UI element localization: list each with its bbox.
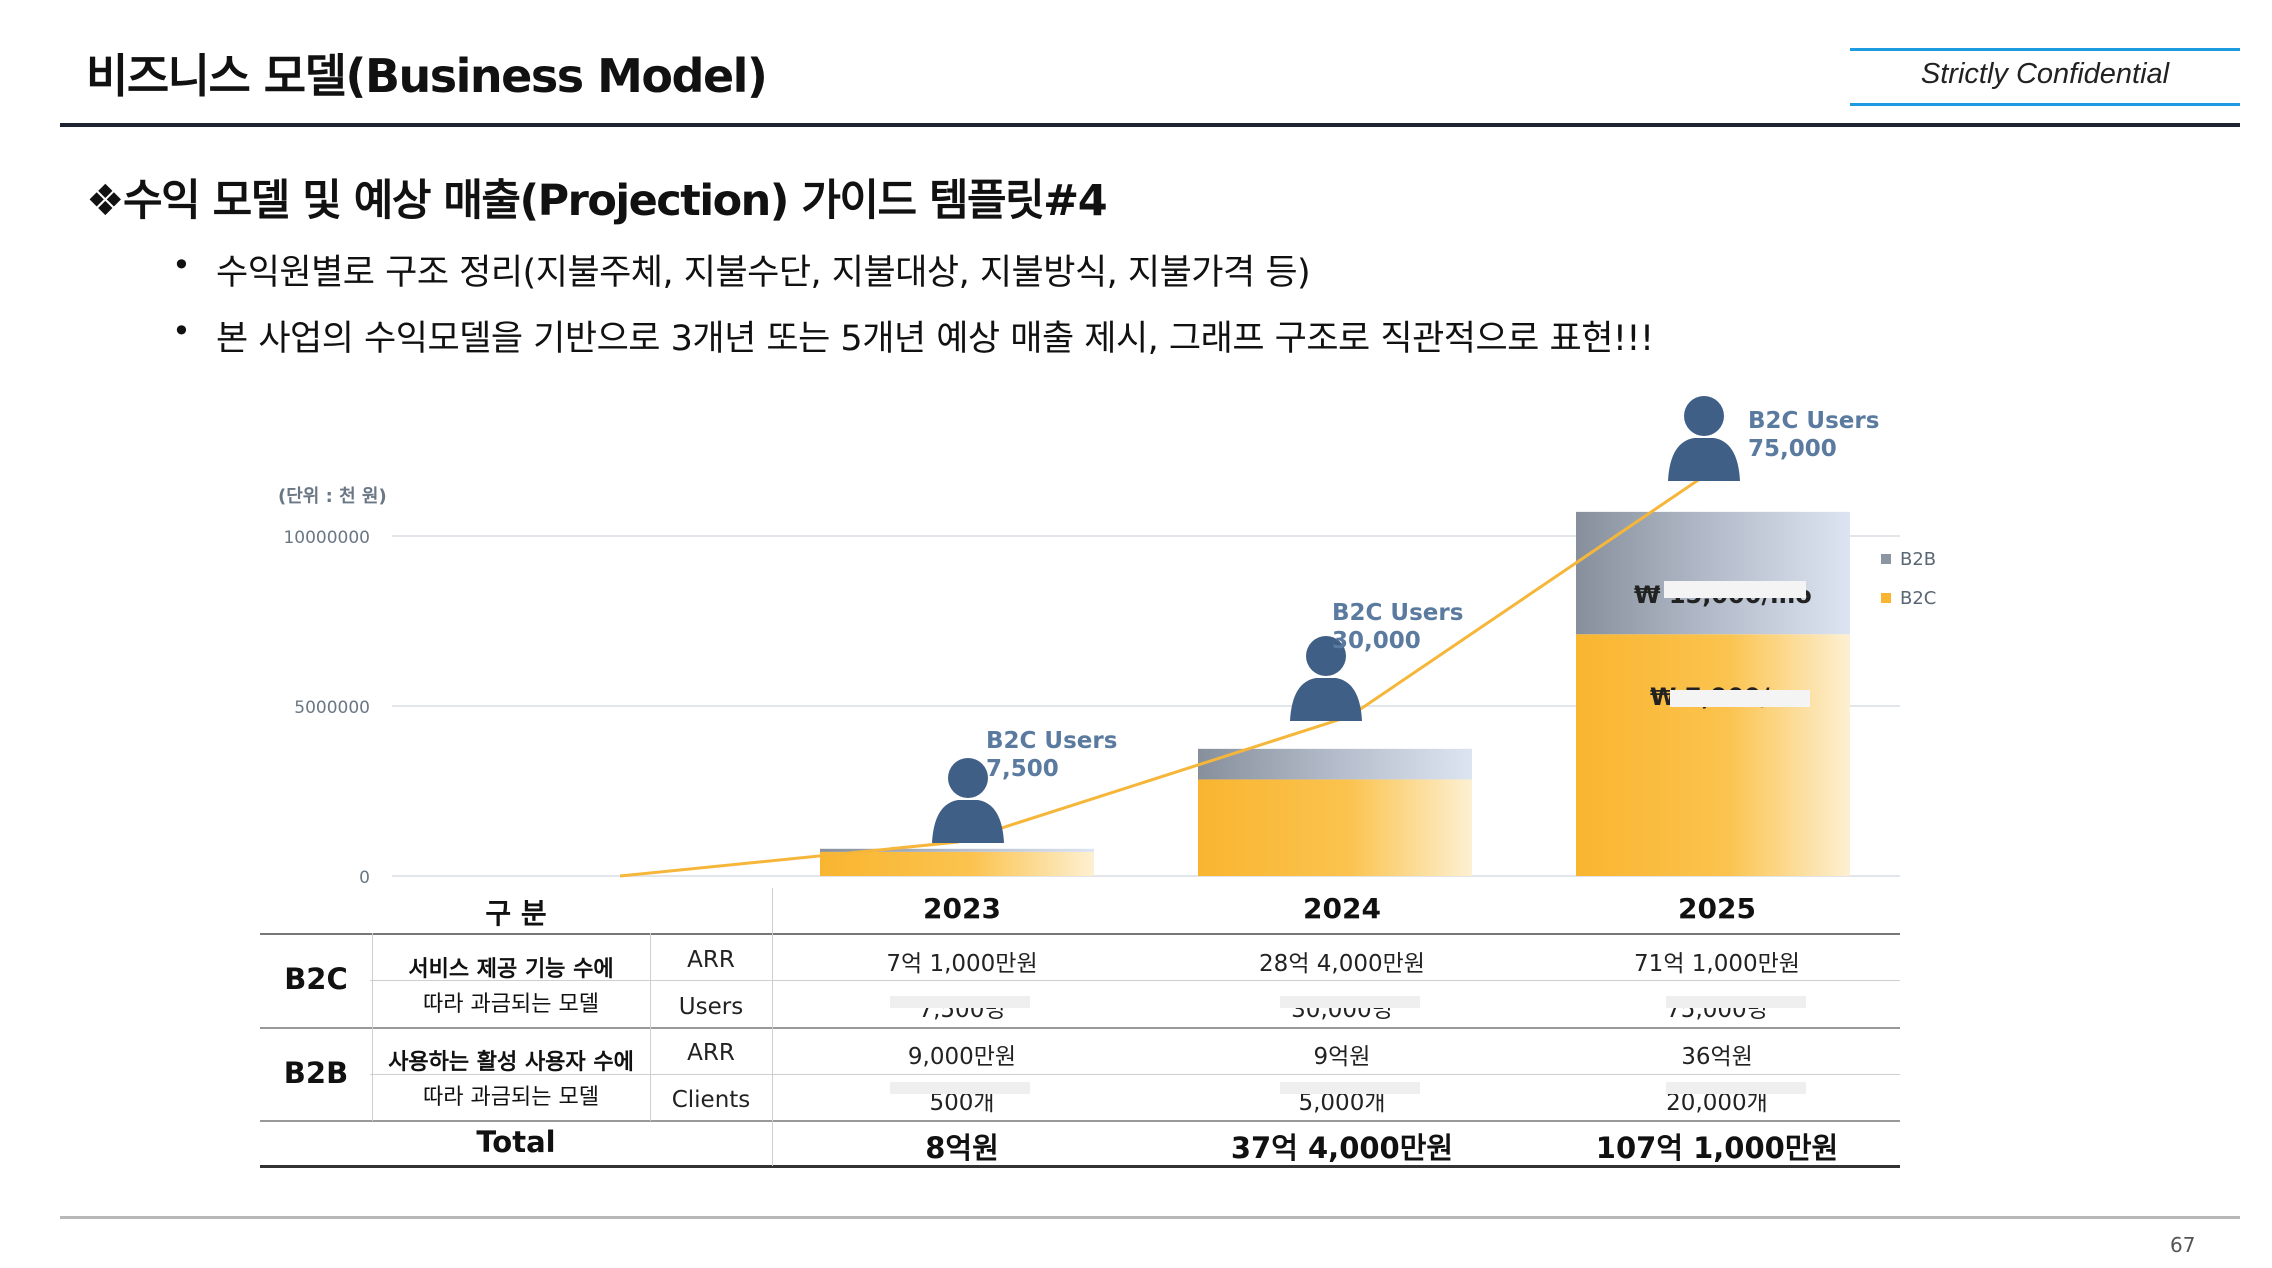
table-row-rule: [260, 1027, 1900, 1029]
b2b-model-desc: 사용하는 활성 사용자 수에: [388, 1050, 634, 1075]
table-row-rule: [370, 980, 1900, 981]
b2c-arr-value: 28억 4,000만원: [1259, 951, 1425, 977]
table-header-year: 2023: [923, 892, 1001, 925]
table-bottom-rule: [260, 1165, 1900, 1168]
total-label: Total: [476, 1125, 556, 1159]
legend-label-b2b: B2B: [1900, 549, 1936, 570]
b2b-model-desc: 따라 과금되는 모델: [423, 1085, 599, 1110]
b2c-users-line: [619, 466, 1717, 878]
redaction-mask: [1280, 1082, 1420, 1094]
b2b-arr-value: 36억원: [1681, 1044, 1753, 1070]
y-tick-label: 0: [359, 868, 370, 888]
legend-swatch-b2c: [1881, 593, 1891, 603]
b2c-model-desc: 따라 과금되는 모델: [423, 992, 599, 1017]
user-icon: [932, 758, 1004, 843]
bullet-sales-projection: 본 사업의 수익모델을 기반으로 3개년 또는 5개년 예상 매출 제시, 그래…: [216, 319, 1654, 359]
users-count-2025: 75,000: [1748, 436, 1837, 462]
b2b-clients-value: 5,000개: [1298, 1090, 1386, 1116]
total-value: 37억 4,000만원: [1230, 1131, 1454, 1165]
confidential-label: Strictly Confidential: [1920, 58, 2170, 90]
redaction-mask: [890, 996, 1030, 1008]
redaction-mask: [1666, 1082, 1806, 1094]
users-label-2025: B2C Users: [1748, 408, 1879, 434]
y-tick-label: 10000000: [283, 528, 370, 548]
total-value: 8억원: [925, 1131, 999, 1165]
legend-swatch-b2b: [1881, 554, 1891, 564]
section-heading: ❖수익 모델 및 예상 매출(Projection) 가이드 템플릿#4: [86, 176, 1108, 226]
confidential-box: [1850, 48, 2240, 106]
table-row-rule: [370, 1074, 1900, 1075]
bar-b2b-2024: [1198, 748, 1472, 780]
bar-b2b-2025: [1576, 511, 1850, 635]
unit-label: (단위 : 천 원): [278, 486, 387, 507]
b2c-arr-value: 71억 1,000만원: [1634, 951, 1800, 977]
table-header-category: 구 분: [485, 897, 547, 930]
bar-b2c-2024: [1198, 779, 1472, 876]
b2b-arr-value: 9,000만원: [907, 1044, 1017, 1070]
b2b-clients-value: 20,000개: [1666, 1090, 1768, 1116]
bar-b2c-2025: [1576, 634, 1850, 876]
legend-label-b2c: B2C: [1900, 588, 1936, 609]
page-title: 비즈니스 모델(Business Model): [86, 49, 768, 103]
bar-b2c-2023: [820, 851, 1094, 876]
page-number: 67: [2170, 1233, 2196, 1257]
table-col-rule: [650, 933, 651, 1121]
table-header-year: 2025: [1678, 892, 1756, 925]
b2c-arr-value: 7억 1,000만원: [886, 951, 1038, 977]
bullet-dot: •: [172, 312, 191, 350]
metric-label-users: Users: [678, 994, 744, 1020]
bullet-revenue-structure: 수익원별로 구조 정리(지불주체, 지불수단, 지불대상, 지불방식, 지불가격…: [216, 253, 1311, 293]
user-icon: [1290, 636, 1362, 721]
table-row-rule: [260, 1120, 1900, 1122]
metric-label-arr: ARR: [687, 947, 735, 973]
segment-b2b: B2B: [283, 1056, 349, 1090]
users-label-2023: B2C Users: [986, 728, 1117, 754]
redaction-mask: [890, 1082, 1030, 1094]
users-label-2024: B2C Users: [1332, 600, 1463, 626]
user-icon: [1668, 396, 1740, 481]
footer-divider: [60, 1216, 2240, 1219]
redaction-mask: [1664, 581, 1806, 598]
table-header-rule: [260, 933, 1900, 935]
metric-label-arr: ARR: [687, 1040, 735, 1066]
b2b-clients-value: 500개: [929, 1090, 995, 1116]
users-count-2024: 30,000: [1332, 628, 1421, 654]
bar-b2b-2023: [820, 848, 1094, 852]
table-col-rule: [772, 888, 773, 1166]
table-col-rule: [372, 933, 373, 1121]
segment-b2c: B2C: [284, 962, 348, 996]
users-count-2023: 7,500: [986, 756, 1059, 782]
redaction-mask: [1670, 690, 1810, 707]
b2b-arr-value: 9억원: [1313, 1044, 1371, 1070]
redaction-mask: [1666, 996, 1806, 1008]
header-divider: [60, 123, 2240, 127]
b2c-model-desc: 서비스 제공 기능 수에: [408, 957, 614, 982]
table-header-year: 2024: [1303, 892, 1381, 925]
redaction-mask: [1280, 996, 1420, 1008]
metric-label-clients: Clients: [671, 1087, 751, 1113]
bullet-dot: •: [172, 246, 191, 284]
total-value: 107억 1,000만원: [1595, 1131, 1839, 1165]
y-tick-label: 5000000: [294, 698, 370, 718]
